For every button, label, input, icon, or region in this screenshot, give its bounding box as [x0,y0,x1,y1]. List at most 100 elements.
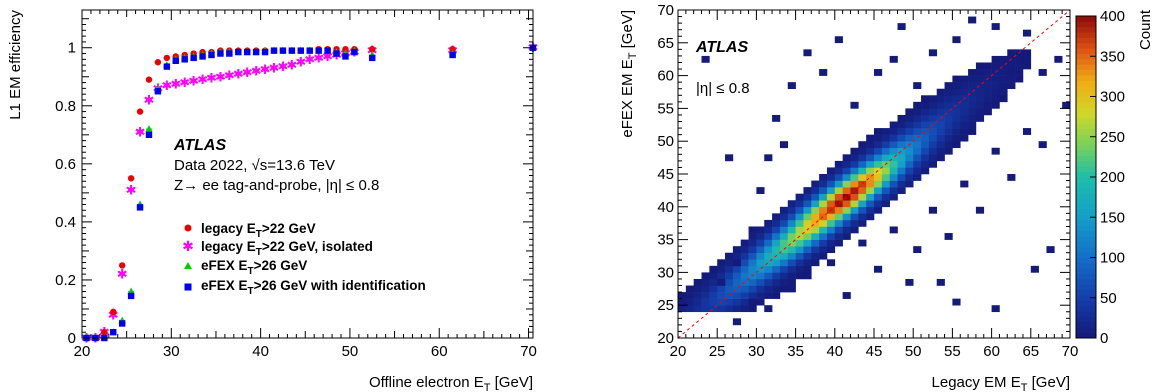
efficiency-chart: ✱✱✱✱✱✱✱✱✱✱✱✱✱✱✱✱✱✱✱✱✱✱✱✱✱✱✱✱✱✱✱✱✱✱ 20 30 4… [7,9,539,392]
heatmap-cell [803,213,812,221]
heatmap-cell [1007,174,1016,181]
x-tick-label: 70 [1062,343,1079,360]
heatmap-cell [811,226,820,234]
heatmap-cell [811,206,820,214]
x-tick-label: 60 [983,343,1000,360]
colorbar-segment [1076,332,1096,339]
heatmap-cell [952,108,961,116]
heatmap-cell [874,154,883,162]
data-point-square [449,51,456,59]
heatmap-cell [889,134,898,142]
heatmap-cell [850,167,859,175]
legend-entry-efex-id: eFEX ET>26 GeV with identification [184,278,426,297]
heatmap-cell [748,305,757,313]
heatmap-cell [732,259,742,267]
legend-marker-circle [184,224,192,232]
heatmap-cell [881,147,890,155]
data-point-circle [136,108,144,115]
heatmap-cell [764,305,773,313]
heatmap-cell [983,82,992,90]
colorbar-tick-label: 100 [1100,250,1125,267]
heatmap-cell [803,233,812,240]
x-tick-label: 50 [905,343,922,360]
heatmap-cell [968,108,977,116]
data-point-star: ✱ [170,77,181,92]
data-point-star: ✱ [197,72,208,87]
heatmap-cell [850,101,859,109]
heatmap-cell [897,121,906,129]
colorbar-segment [1076,187,1096,194]
x-tick-label: 35 [787,343,804,360]
data-point-square [181,56,188,63]
heatmap-cell [881,200,890,208]
heatmap-cell [819,174,828,181]
heatmap-cell [921,160,930,168]
heatmap-cell [975,88,985,96]
heatmap-xlabel: Legacy EM ET [GeV] [932,374,1070,392]
heatmap-cell [732,305,742,313]
heatmap-cell [975,75,985,83]
heatmap-cell [921,147,930,155]
heatmap-cell [960,114,969,122]
heatmap-cell [678,292,687,299]
colorbar-segment [1076,321,1096,328]
legend-label-efex-id: eFEX ET>26 GeV with identification [201,278,426,297]
heatmap-cells [678,16,1071,326]
heatmap-cell [874,206,883,214]
heatmap-cell [913,108,922,116]
heatmap-cell [842,180,851,188]
heatmap-cell [819,213,828,221]
heatmap-cell [834,206,843,214]
heatmap-cell [936,134,945,142]
heatmap-cell [693,278,702,286]
y-tick-label: 25 [657,297,674,314]
heatmap-cell [991,101,1000,109]
colorbar-segment [1076,198,1096,205]
heatmap-cell [921,154,930,162]
legend-label-legacy-isolated: legacy ET>22 GeV, isolated [201,239,373,258]
heatmap-cell [842,187,851,194]
heatmap-cell [952,95,961,103]
data-point-square [199,53,206,60]
heatmap-cell [725,265,734,273]
heatmap-cell [944,141,953,149]
colorbar-segment [1076,214,1096,221]
legend-label-efex: eFEX ET>26 GeV [201,258,307,277]
heatmap-cell [921,108,930,116]
heatmap-cell [858,219,867,227]
colorbar-segment [1076,236,1096,242]
heatmap-cell [779,259,789,267]
heatmap-cell [834,233,843,240]
heatmap-cell [881,187,890,194]
colorbar-segment [1076,139,1096,146]
colorbar-segment [1076,273,1096,280]
heatmap-cell [905,154,914,162]
heatmap-cell [787,285,796,293]
data-point-triangle [145,125,153,132]
heatmap-cell [928,160,938,168]
colorbar-segment [1076,316,1096,323]
heatmap-cell [960,101,969,109]
heatmap-cell [999,62,1008,70]
legend-entry-efex: eFEX ET>26 GeV [184,258,307,277]
colorbar-segment [1076,230,1096,237]
data-point-square [136,204,144,211]
heatmap-cell [748,265,757,273]
heatmap-cell [889,141,898,149]
efficiency-plot-frame [81,9,534,339]
heatmap-cell [787,239,796,247]
x-tick-label: 20 [670,343,687,360]
data-point-star: ✱ [286,58,297,73]
heatmap-cell [858,174,867,181]
data-point-square [252,48,260,56]
colorbar-segment [1076,289,1096,296]
colorbar-segment [1076,203,1096,210]
heatmap-cell [960,108,969,116]
heatmap-cell [952,88,961,96]
heatmap-cell [709,265,718,273]
heatmap-cell [944,82,953,90]
colorbar-segment [1076,252,1096,258]
y-tick-label: 45 [657,166,674,183]
efficiency-xlabel: Offline electron ET [GeV] [369,374,533,392]
